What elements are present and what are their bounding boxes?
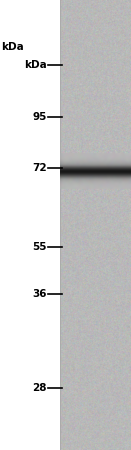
Text: kDa: kDa [24, 60, 47, 70]
Text: 28: 28 [32, 383, 47, 393]
Text: kDa: kDa [1, 42, 24, 52]
Text: 72: 72 [32, 163, 47, 173]
Text: 55: 55 [32, 242, 47, 252]
Text: 95: 95 [33, 112, 47, 122]
Text: 36: 36 [32, 289, 47, 299]
